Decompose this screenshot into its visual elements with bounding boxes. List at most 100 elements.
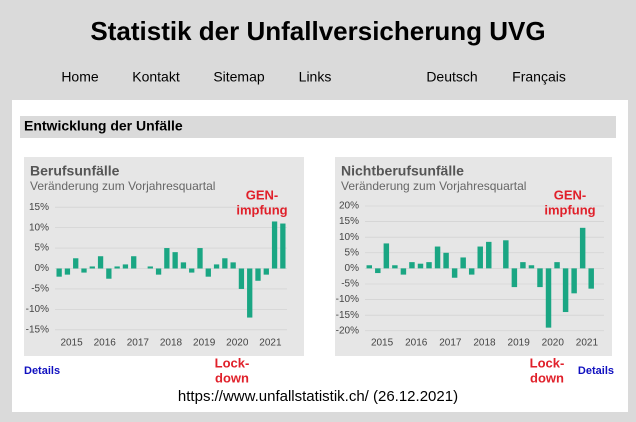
bar — [106, 268, 112, 279]
bar — [89, 266, 95, 269]
x-tick-label: 2015 — [371, 338, 394, 349]
bar — [434, 246, 441, 269]
bar — [545, 268, 552, 328]
y-tick-label: 15% — [29, 202, 49, 213]
bar — [155, 268, 162, 275]
details-link[interactable]: Details — [24, 365, 60, 377]
bar — [409, 262, 415, 269]
bar — [477, 246, 483, 269]
bar — [238, 268, 245, 289]
y-tick-label: 5% — [35, 243, 50, 254]
bar — [579, 227, 586, 269]
x-tick-label: 2021 — [259, 338, 282, 349]
bar — [131, 256, 137, 269]
bar — [443, 252, 449, 269]
y-tick-label: 15% — [339, 216, 359, 227]
y-tick-label: 10% — [29, 222, 49, 233]
y-tick-label: 5% — [345, 247, 360, 258]
bar — [263, 268, 269, 275]
bar — [213, 264, 220, 269]
y-tick-label: 20% — [339, 201, 359, 212]
bar — [81, 268, 87, 273]
bar — [205, 268, 211, 277]
nav-link[interactable]: Kontakt — [132, 69, 180, 85]
nav-link[interactable]: Français — [512, 69, 566, 85]
bar — [122, 264, 129, 269]
bar — [366, 265, 372, 269]
bar — [451, 268, 458, 278]
bar — [56, 268, 62, 277]
annotation: GEN- — [246, 187, 279, 202]
y-tick-label: -5% — [31, 284, 49, 295]
site-title: Statistik der Unfallversicherung UVG — [90, 16, 545, 46]
x-tick-label: 2020 — [542, 338, 565, 349]
bar — [588, 268, 594, 289]
bar — [222, 258, 228, 269]
bar — [400, 268, 407, 275]
annotation: down — [530, 370, 564, 385]
chart-panel — [24, 157, 304, 356]
annotation: Lock- — [215, 355, 250, 370]
bar — [426, 262, 432, 269]
bar — [189, 268, 195, 273]
bar — [511, 268, 518, 288]
nav-link[interactable]: Links — [299, 69, 332, 85]
x-tick-label: 2019 — [508, 338, 531, 349]
bar — [255, 268, 261, 281]
y-tick-label: -15% — [26, 324, 49, 335]
y-tick-label: -15% — [336, 310, 359, 321]
bar — [271, 221, 278, 269]
bar — [562, 268, 569, 313]
x-tick-label: 2017 — [439, 338, 462, 349]
bar — [503, 240, 509, 269]
bar — [392, 265, 398, 269]
bar — [537, 268, 543, 288]
x-tick-label: 2021 — [576, 338, 599, 349]
chart-subtitle: Veränderung zum Vorjahresquartal — [341, 179, 526, 193]
bar — [247, 268, 253, 318]
bar — [164, 248, 170, 269]
bar — [520, 262, 526, 269]
bar — [383, 243, 390, 269]
bar — [114, 266, 120, 269]
section-bar — [20, 116, 616, 138]
bar — [230, 262, 236, 269]
y-tick-label: -10% — [336, 294, 359, 305]
bar — [180, 262, 187, 269]
y-tick-label: 0% — [345, 263, 360, 274]
annotation: down — [215, 370, 249, 385]
y-tick-label: -10% — [26, 304, 49, 315]
bar — [197, 248, 203, 269]
x-tick-label: 2020 — [226, 338, 249, 349]
bar — [468, 268, 475, 275]
y-tick-label: -5% — [341, 279, 359, 290]
annotation: impfung — [236, 202, 287, 217]
chart-subtitle: Veränderung zum Vorjahresquartal — [30, 179, 215, 193]
x-tick-label: 2017 — [127, 338, 150, 349]
details-link[interactable]: Details — [578, 365, 614, 377]
bar — [375, 268, 381, 274]
bar — [280, 223, 286, 269]
annotation: Lock- — [530, 355, 565, 370]
y-tick-label: -20% — [336, 325, 359, 336]
bar — [571, 268, 577, 294]
nav-link[interactable]: Deutsch — [426, 69, 477, 85]
nav-link[interactable]: Home — [61, 69, 99, 85]
annotation: GEN- — [554, 187, 587, 202]
section-title: Entwicklung der Unfälle — [24, 118, 183, 134]
annotation: impfung — [544, 202, 595, 217]
source-link[interactable]: https://www.unfallstatistik.ch/ (26.12.2… — [178, 388, 458, 405]
x-tick-label: 2019 — [193, 338, 216, 349]
x-tick-label: 2015 — [60, 338, 83, 349]
bar — [528, 265, 535, 269]
bar — [172, 252, 178, 269]
nav-link[interactable]: Sitemap — [213, 69, 265, 85]
bar — [73, 258, 79, 269]
bar — [97, 256, 104, 269]
bar — [486, 241, 492, 269]
x-tick-label: 2018 — [473, 338, 496, 349]
chart-title: Nichtberufsunfälle — [341, 163, 464, 179]
x-tick-label: 2016 — [405, 338, 428, 349]
bar — [417, 263, 424, 269]
